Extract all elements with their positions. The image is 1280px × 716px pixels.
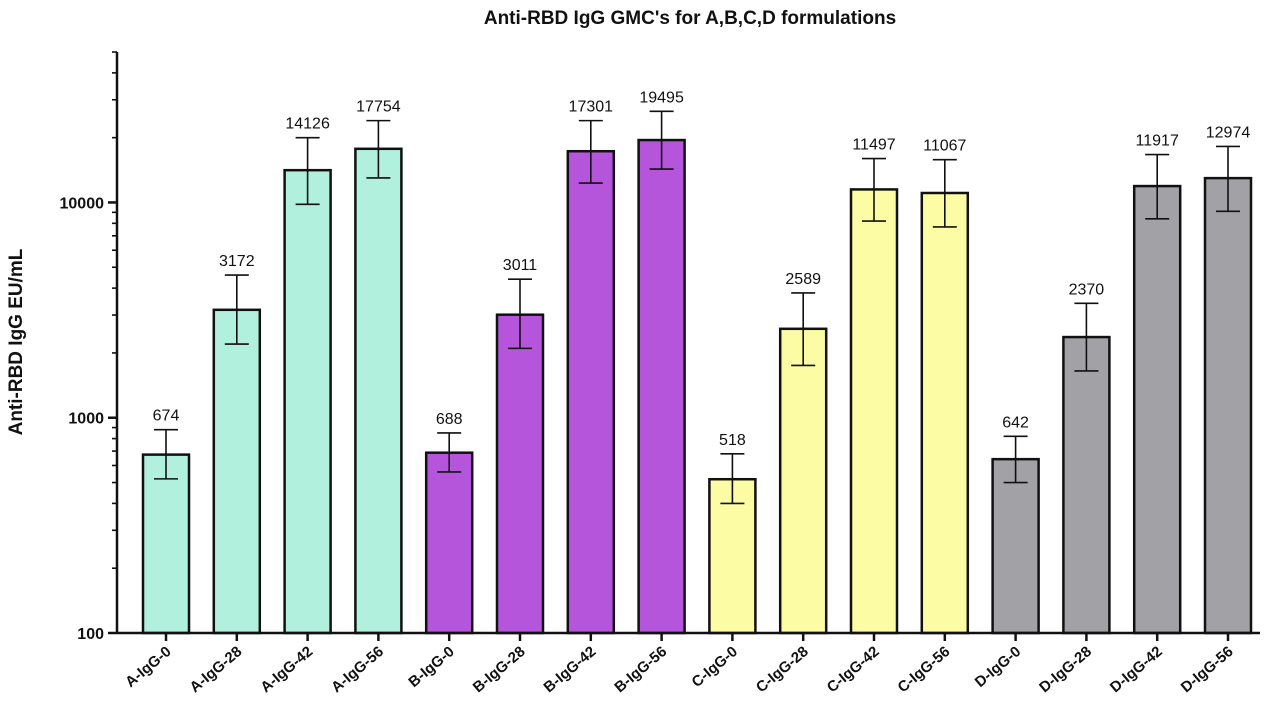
error-bars-group [154, 110, 1240, 505]
data-label: 674 [153, 408, 180, 425]
data-label: 642 [1002, 414, 1029, 431]
data-label: 11497 [852, 137, 895, 154]
data-label: 17754 [356, 99, 401, 116]
data-label: 2589 [785, 271, 821, 288]
bar [637, 138, 686, 635]
x-tick-label: D-IgG-56 [1178, 643, 1237, 696]
y-tick-label: 10000 [60, 195, 105, 212]
data-label: 3011 [503, 257, 538, 274]
data-label: 11067 [923, 138, 966, 155]
bar [1062, 335, 1111, 635]
chart-title: Anti-RBD IgG GMC's for A,B,C,D formulati… [484, 8, 896, 29]
bar [283, 168, 332, 635]
bar [1203, 176, 1253, 635]
x-tick-label: D-IgG-42 [1107, 643, 1166, 696]
x-tick-label: B-IgG-0 [405, 643, 457, 691]
x-tick-label: C-IgG-0 [689, 643, 741, 691]
bar [141, 453, 191, 635]
bar [1132, 184, 1182, 635]
y-axis-label: Anti-RBD IgG EU/mL [6, 248, 27, 435]
bar [920, 191, 970, 635]
bars-group [141, 138, 1253, 635]
bar [566, 149, 616, 635]
bar [424, 451, 474, 635]
x-tick-label: A-IgG-56 [328, 643, 387, 696]
data-label: 688 [436, 411, 463, 428]
bar [778, 327, 828, 635]
x-tick-label: B-IgG-42 [541, 643, 600, 696]
y-tick-label: 100 [77, 626, 104, 643]
data-label: 19495 [639, 89, 684, 106]
data-label: 12974 [1206, 124, 1251, 141]
x-tick-label: B-IgG-56 [611, 643, 670, 696]
data-labels-group: 674 3172 14126 17754 688 3011 17301 19495 518 258… [153, 89, 1251, 448]
bar [354, 147, 403, 635]
x-tick-label: A-IgG-28 [187, 643, 246, 696]
x-axis: A-IgG-0 A-IgG-28 A-IgG-42 A-IgG-56 B-IgG-0 B-… [117, 631, 1260, 696]
bar [991, 457, 1040, 635]
data-label: 14126 [285, 116, 330, 133]
data-label: 3172 [219, 253, 255, 270]
bar [708, 477, 757, 635]
x-tick-label: C-IgG-56 [895, 643, 954, 696]
x-tick-label: B-IgG-28 [470, 643, 529, 696]
data-label: 518 [719, 432, 746, 449]
bar [849, 188, 899, 635]
bar [495, 313, 545, 635]
x-tick-label: D-IgG-28 [1036, 643, 1095, 696]
data-label: 2370 [1069, 281, 1105, 298]
x-tick-label: C-IgG-28 [753, 643, 812, 696]
y-tick-label: 1000 [68, 411, 104, 428]
data-label: 17301 [569, 99, 614, 116]
bar [212, 308, 262, 635]
x-tick-label: C-IgG-42 [824, 643, 883, 696]
data-label: 11917 [1136, 133, 1179, 150]
x-tick-label: A-IgG-0 [122, 643, 174, 691]
y-axis: 100 1000 10000 [60, 51, 119, 643]
x-tick-label: D-IgG-0 [972, 643, 1024, 691]
x-tick-label: A-IgG-42 [257, 643, 316, 696]
